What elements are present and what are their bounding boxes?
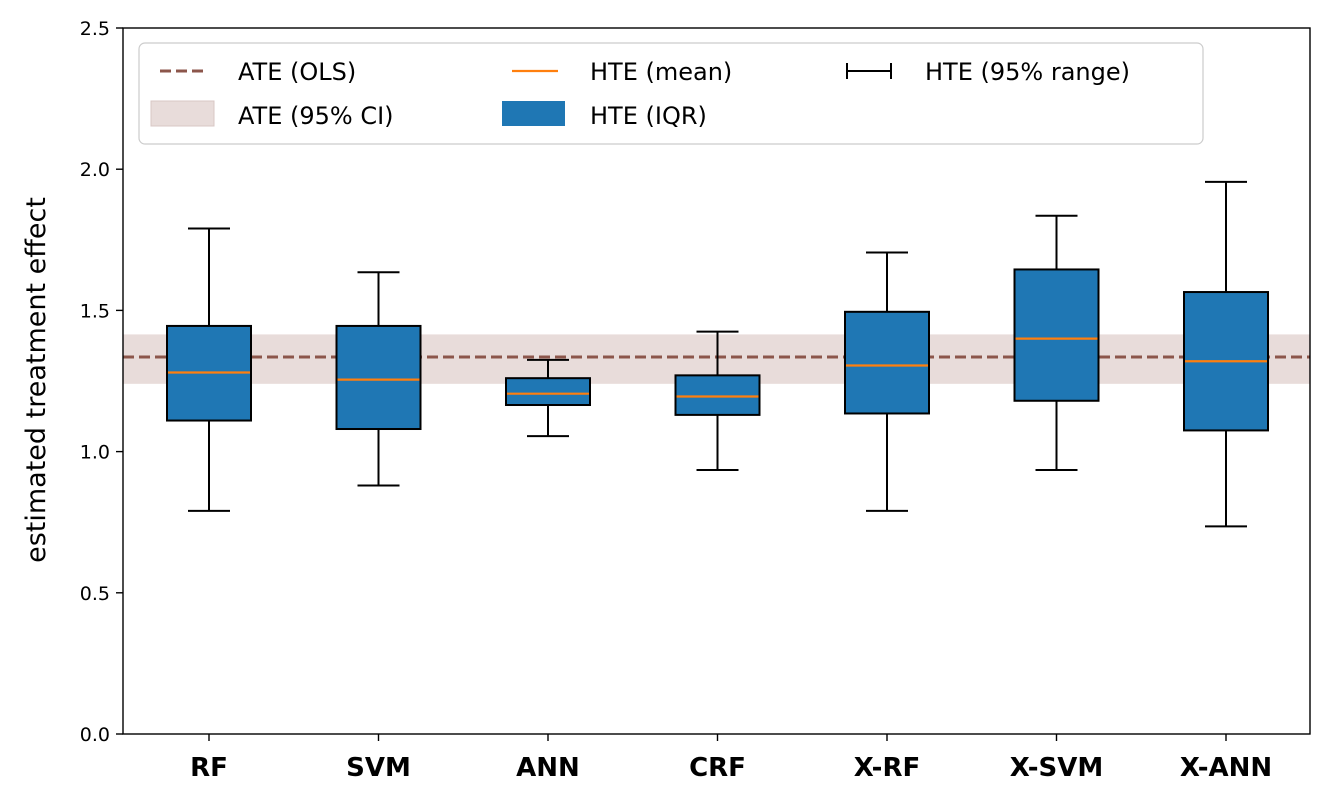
legend-hte-range-swatch <box>846 63 892 79</box>
x-tick-label: RF <box>190 753 228 783</box>
legend-hte-iqr-swatch <box>502 101 565 126</box>
box-rf <box>166 227 252 512</box>
legend-hte-iqr-label: HTE (IQR) <box>590 102 707 130</box>
box-x-svm <box>1013 214 1100 471</box>
y-tick-label: 0.5 <box>80 583 110 605</box>
y-axis-label: estimated treatment effect <box>21 197 52 563</box>
iqr-box <box>674 374 761 416</box>
iqr-box <box>1013 268 1100 402</box>
y-tick-label: 1.5 <box>80 300 110 322</box>
x-tick-label: CRF <box>689 753 746 783</box>
x-tick-label: SVM <box>346 753 411 783</box>
plot-frame <box>122 27 1311 735</box>
y-tick-label: 2.0 <box>80 159 110 181</box>
x-axis-ticks: RF SVM ANN CRF X-RF X-SVM X-ANN <box>190 734 1272 783</box>
iqr-box <box>505 377 591 407</box>
legend-ate-ols-label: ATE (OLS) <box>238 58 356 86</box>
y-tick-label: 0.0 <box>80 724 110 746</box>
box-svm <box>335 271 422 487</box>
x-tick-label: X-ANN <box>1180 753 1272 783</box>
box-crf <box>674 330 761 471</box>
legend-hte-range-label: HTE (95% range) <box>925 58 1130 86</box>
y-tick-label: 2.5 <box>80 18 110 40</box>
y-tick-label: 1.0 <box>80 442 110 464</box>
box-x-rf <box>844 251 930 512</box>
x-tick-label: X-RF <box>854 753 921 783</box>
x-tick-label: X-SVM <box>1010 753 1103 783</box>
box-group <box>166 180 1269 528</box>
box-ann <box>505 358 591 438</box>
y-axis-ticks: 0.0 0.5 1.0 1.5 2.0 2.5 <box>80 18 123 746</box>
legend: ATE (OLS) ATE (95% CI) HTE (mean) HTE (I… <box>138 42 1204 145</box>
box-x-ann <box>1183 180 1269 528</box>
iqr-box <box>844 310 930 415</box>
legend-ate-ci-swatch <box>150 100 215 127</box>
legend-ate-ci-label: ATE (95% CI) <box>238 102 394 130</box>
x-tick-label: ANN <box>516 753 580 783</box>
legend-box <box>138 42 1204 145</box>
legend-hte-mean-label: HTE (mean) <box>590 58 732 86</box>
iqr-box <box>335 324 422 431</box>
